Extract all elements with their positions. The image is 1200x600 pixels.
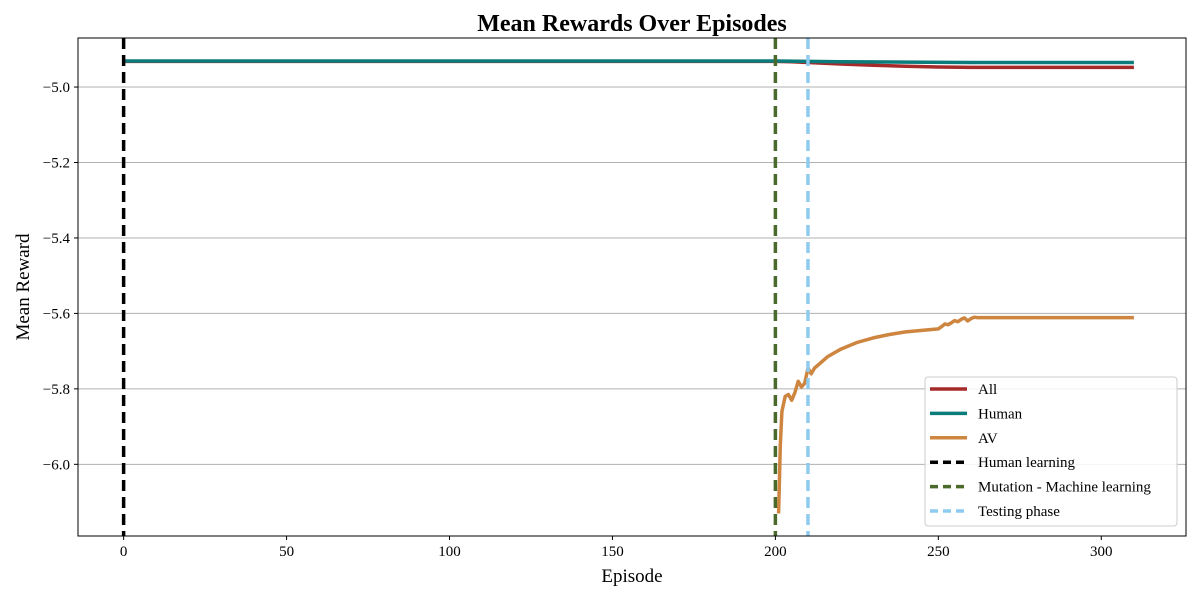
series-lines: [123, 59, 1134, 514]
x-tick-label: 300: [1090, 544, 1113, 560]
legend-label: AV: [978, 431, 998, 447]
series-av-line: [776, 315, 1134, 514]
legend-label: Testing phase: [978, 504, 1060, 520]
x-tick-label: 100: [438, 544, 461, 560]
legend: All Human AV Human learning Mutation - Machi…: [924, 376, 1178, 527]
x-tick-label: 150: [601, 544, 624, 560]
y-tick-label: −5.2: [43, 156, 70, 172]
plot-frame: [77, 37, 1187, 537]
grid-lines: [78, 86, 1186, 465]
phase-lines: [121, 38, 810, 536]
legend-label: Human: [978, 406, 1023, 422]
y-tick-label: −5.8: [43, 382, 70, 398]
y-tick-label: −5.0: [43, 80, 70, 96]
series-human-line: [123, 59, 1134, 65]
legend-label: Human learning: [978, 455, 1076, 471]
x-axis-label: Episode: [601, 566, 662, 587]
x-tick-label: 50: [279, 544, 294, 560]
x-tick-label: 0: [120, 544, 128, 560]
y-tick-label: −5.6: [43, 306, 71, 322]
y-tick-label: −5.4: [43, 231, 71, 247]
chart-title: Mean Rewards Over Episodes: [477, 11, 787, 37]
y-tick-label: −6.0: [43, 457, 70, 473]
legend-box: [924, 376, 1178, 527]
x-tick-label: 200: [764, 544, 787, 560]
y-axis-label: Mean Reward: [13, 233, 34, 341]
x-tick-label: 250: [927, 544, 950, 560]
axis-ticks: −5.0 −5.2 −5.4 −5.6 −5.8 −6.0 0 50 100 150 200 250 3…: [43, 80, 1113, 560]
legend-label: All: [978, 382, 997, 398]
legend-label: Mutation - Machine learning: [978, 480, 1151, 496]
